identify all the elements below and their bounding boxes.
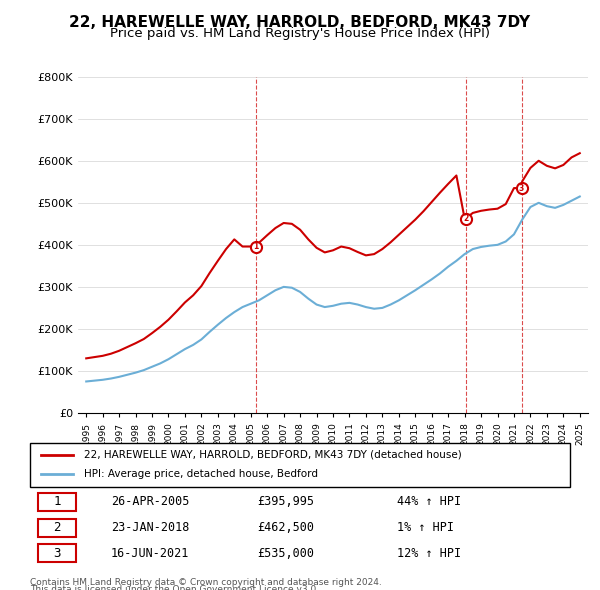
FancyBboxPatch shape: [30, 442, 570, 487]
Text: 23-JAN-2018: 23-JAN-2018: [111, 521, 190, 534]
Text: 1% ↑ HPI: 1% ↑ HPI: [397, 521, 454, 534]
Text: 22, HAREWELLE WAY, HARROLD, BEDFORD, MK43 7DY: 22, HAREWELLE WAY, HARROLD, BEDFORD, MK4…: [70, 15, 530, 30]
Text: 3: 3: [519, 183, 524, 192]
Text: 22, HAREWELLE WAY, HARROLD, BEDFORD, MK43 7DY (detached house): 22, HAREWELLE WAY, HARROLD, BEDFORD, MK4…: [84, 450, 462, 460]
Text: 44% ↑ HPI: 44% ↑ HPI: [397, 496, 461, 509]
Text: 1: 1: [53, 496, 61, 509]
Text: Contains HM Land Registry data © Crown copyright and database right 2024.: Contains HM Land Registry data © Crown c…: [30, 578, 382, 587]
Text: This data is licensed under the Open Government Licence v3.0.: This data is licensed under the Open Gov…: [30, 585, 319, 590]
FancyBboxPatch shape: [38, 544, 76, 562]
Text: 1: 1: [253, 242, 259, 251]
Text: Price paid vs. HM Land Registry's House Price Index (HPI): Price paid vs. HM Land Registry's House …: [110, 27, 490, 40]
FancyBboxPatch shape: [38, 493, 76, 511]
Text: 3: 3: [53, 547, 61, 560]
Text: 26-APR-2005: 26-APR-2005: [111, 496, 190, 509]
Text: 16-JUN-2021: 16-JUN-2021: [111, 547, 190, 560]
Text: £535,000: £535,000: [257, 547, 314, 560]
Text: 2: 2: [53, 521, 61, 534]
FancyBboxPatch shape: [38, 519, 76, 537]
Text: HPI: Average price, detached house, Bedford: HPI: Average price, detached house, Bedf…: [84, 470, 318, 479]
Text: £395,995: £395,995: [257, 496, 314, 509]
Text: 2: 2: [463, 214, 468, 223]
Text: 12% ↑ HPI: 12% ↑ HPI: [397, 547, 461, 560]
Text: £462,500: £462,500: [257, 521, 314, 534]
